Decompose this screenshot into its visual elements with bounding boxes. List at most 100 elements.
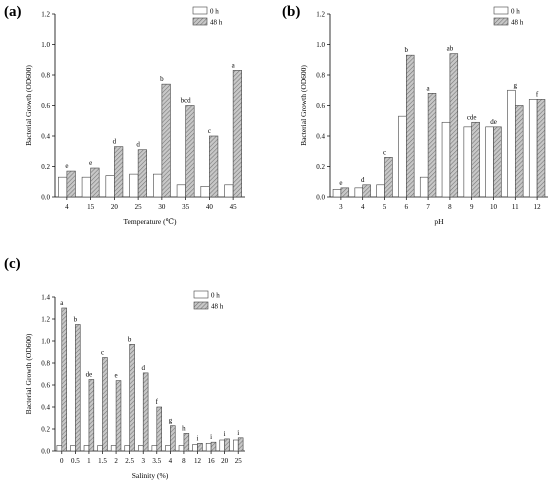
significance-letter: i [224, 430, 226, 438]
bar-0h [200, 186, 210, 198]
bar-0h [485, 126, 494, 198]
legend-swatch-0h [192, 6, 208, 15]
x-tick-label: 30 [158, 203, 166, 211]
significance-letter: a [60, 299, 64, 307]
bar-0h [192, 444, 198, 452]
bar-48h [210, 441, 217, 452]
x-axis-label: Salinity (%) [132, 471, 169, 480]
significance-letter: a [427, 84, 431, 92]
bar-48h [129, 343, 135, 452]
bar-0h [528, 99, 538, 198]
y-tick-label: 1.2 [316, 11, 325, 19]
y-tick-label: 0.6 [41, 382, 50, 390]
bar-0h [219, 439, 225, 452]
x-tick-label: 3.5 [152, 457, 161, 465]
bar-0h [178, 445, 185, 452]
x-axis-label: Temperature (℃) [123, 217, 177, 226]
legend-label: 0 h [511, 8, 520, 16]
y-tick-label: 0.2 [316, 163, 325, 171]
y-axis-label: Bacterial Growth (OD600) [299, 65, 308, 146]
significance-letter: e [339, 179, 342, 187]
bar-0h [138, 445, 144, 452]
legend-swatch-48h [193, 301, 209, 310]
bar-48h [237, 437, 244, 452]
bar-48h [514, 105, 524, 198]
bar-48h [161, 83, 171, 198]
significance-letter: cde [467, 113, 477, 121]
bar-0h [419, 176, 429, 198]
bar-48h [340, 187, 350, 198]
bar-48h [61, 307, 67, 452]
y-tick-label: 1.4 [41, 294, 50, 302]
bar-0h [176, 184, 186, 198]
bar-0h [153, 173, 163, 198]
y-tick-label: 1.0 [41, 338, 50, 346]
bar-0h [151, 445, 158, 452]
bar-48h [471, 121, 480, 198]
y-tick-label: 0.4 [41, 404, 50, 412]
significance-letter: ab [447, 45, 454, 53]
x-tick-label: 15 [87, 203, 95, 211]
significance-letter: f [536, 90, 539, 98]
y-tick-label: 0.8 [316, 72, 325, 80]
x-tick-label: 45 [230, 203, 238, 211]
y-tick-label: 0.4 [41, 133, 50, 141]
significance-letter: h [182, 424, 186, 432]
x-axis-label: pH [434, 217, 444, 226]
significance-letter: de [490, 118, 497, 126]
legend-label: 48 h [511, 19, 524, 27]
bar-48h [75, 324, 81, 452]
significance-letter: e [65, 162, 68, 170]
x-tick-label: 8 [182, 457, 186, 465]
legend-swatch-0h [193, 290, 209, 299]
significance-letter: i [197, 434, 199, 442]
bar-48h [156, 406, 162, 452]
bar-48h [183, 433, 190, 452]
y-tick-label: 1.0 [316, 41, 325, 49]
y-tick-label: 0.2 [41, 426, 50, 434]
x-tick-label: 20 [221, 457, 229, 465]
bar-48h [66, 170, 76, 198]
y-tick-label: 0.0 [41, 448, 50, 456]
significance-letter: e [89, 159, 92, 167]
legend-label: 0 h [211, 292, 220, 300]
significance-letter: c [383, 148, 386, 156]
bar-0h [81, 176, 91, 198]
significance-letter: d [361, 176, 365, 184]
bar-48h [427, 93, 437, 198]
y-tick-label: 0.6 [316, 102, 325, 110]
significance-letter: f [156, 398, 159, 406]
bar-48h [493, 126, 502, 198]
bar-0h [398, 115, 407, 198]
panel-letter: (c) [4, 256, 21, 272]
bar-48h [170, 425, 176, 452]
bar-0h [56, 445, 63, 452]
panel-0: (a) 0.0 0.2 0.4 0.6 0.8 1.0 1.2 Bacterial Growth… [4, 4, 245, 226]
x-tick-label: 35 [182, 203, 190, 211]
x-tick-label: 12 [534, 203, 542, 211]
y-tick-label: 0.2 [41, 163, 50, 171]
bar-48h [209, 135, 219, 198]
x-tick-label: 2 [114, 457, 118, 465]
x-tick-label: 8 [448, 203, 452, 211]
bar-0h [233, 439, 239, 452]
x-tick-label: 7 [426, 203, 430, 211]
significance-letter: d [136, 141, 140, 149]
legend-swatch-48h [192, 17, 208, 26]
significance-letter: i [237, 429, 239, 437]
bar-48h [224, 438, 230, 452]
bar-48h [137, 149, 147, 198]
bar-48h [185, 105, 195, 198]
legend-swatch-48h [493, 17, 509, 26]
bar-0h [165, 445, 171, 452]
bar-0h [507, 89, 516, 198]
panel-letter: (b) [282, 4, 300, 20]
bar-48h [384, 157, 393, 198]
x-tick-label: 1.5 [98, 457, 107, 465]
bar-48h [536, 99, 546, 198]
x-tick-label: 16 [208, 457, 216, 465]
y-tick-label: 0.0 [41, 194, 50, 202]
x-tick-label: 12 [194, 457, 202, 465]
significance-letter: c [101, 349, 104, 357]
